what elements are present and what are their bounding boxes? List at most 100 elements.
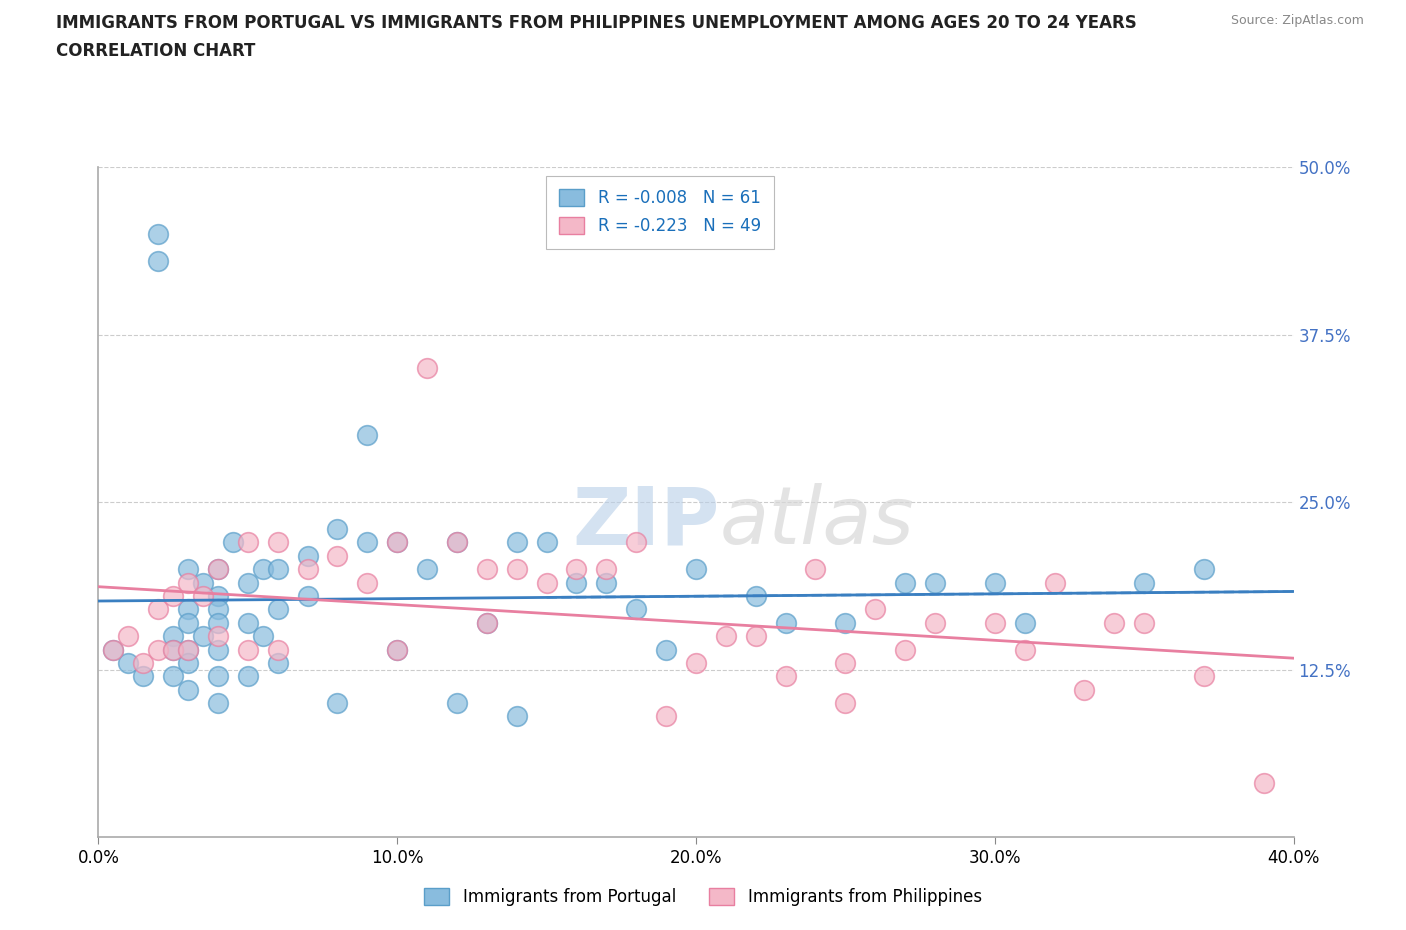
Point	[446, 535, 468, 550]
Point	[267, 642, 290, 657]
Point	[191, 629, 214, 644]
Point	[207, 642, 229, 657]
Point	[416, 562, 439, 577]
Point	[565, 562, 588, 577]
Point	[894, 642, 917, 657]
Point	[162, 642, 184, 657]
Point	[207, 562, 229, 577]
Point	[267, 602, 290, 617]
Point	[103, 642, 125, 657]
Point	[506, 562, 529, 577]
Point	[117, 629, 139, 644]
Point	[1133, 575, 1156, 590]
Point	[326, 549, 349, 564]
Point	[162, 669, 184, 684]
Point	[177, 616, 200, 631]
Point	[446, 535, 468, 550]
Point	[475, 616, 498, 631]
Point	[117, 656, 139, 671]
Point	[1192, 562, 1215, 577]
Point	[148, 602, 170, 617]
Point	[297, 549, 319, 564]
Point	[252, 562, 274, 577]
Point	[236, 575, 259, 590]
Point	[132, 656, 155, 671]
Point	[1104, 616, 1126, 631]
Point	[236, 535, 259, 550]
Point	[356, 535, 378, 550]
Point	[222, 535, 245, 550]
Point	[626, 535, 648, 550]
Point	[685, 562, 707, 577]
Point	[132, 669, 155, 684]
Point	[207, 602, 229, 617]
Point	[236, 669, 259, 684]
Point	[148, 642, 170, 657]
Point	[356, 575, 378, 590]
Point	[207, 562, 229, 577]
Point	[207, 629, 229, 644]
Point	[655, 709, 678, 724]
Point	[595, 575, 617, 590]
Legend: Immigrants from Portugal, Immigrants from Philippines: Immigrants from Portugal, Immigrants fro…	[418, 881, 988, 912]
Point	[804, 562, 827, 577]
Point	[1192, 669, 1215, 684]
Point	[565, 575, 588, 590]
Point	[326, 696, 349, 711]
Point	[148, 254, 170, 269]
Point	[446, 696, 468, 711]
Point	[385, 642, 409, 657]
Point	[475, 616, 498, 631]
Point	[745, 629, 768, 644]
Point	[162, 629, 184, 644]
Point	[834, 616, 856, 631]
Point	[655, 642, 678, 657]
Point	[177, 642, 200, 657]
Point	[626, 602, 648, 617]
Point	[924, 575, 946, 590]
Point	[148, 227, 170, 242]
Text: ZIP: ZIP	[572, 484, 720, 562]
Point	[865, 602, 887, 617]
Point	[536, 535, 558, 550]
Text: IMMIGRANTS FROM PORTUGAL VS IMMIGRANTS FROM PHILIPPINES UNEMPLOYMENT AMONG AGES : IMMIGRANTS FROM PORTUGAL VS IMMIGRANTS F…	[56, 14, 1137, 32]
Point	[536, 575, 558, 590]
Point	[775, 669, 797, 684]
Text: CORRELATION CHART: CORRELATION CHART	[56, 42, 256, 60]
Point	[103, 642, 125, 657]
Point	[297, 589, 319, 604]
Point	[162, 589, 184, 604]
Point	[714, 629, 737, 644]
Point	[1014, 616, 1036, 631]
Point	[475, 562, 498, 577]
Point	[356, 428, 378, 443]
Point	[252, 629, 274, 644]
Point	[177, 656, 200, 671]
Point	[191, 575, 214, 590]
Point	[177, 562, 200, 577]
Point	[1253, 776, 1275, 790]
Point	[236, 616, 259, 631]
Point	[267, 656, 290, 671]
Legend: R = -0.008   N = 61, R = -0.223   N = 49: R = -0.008 N = 61, R = -0.223 N = 49	[546, 176, 775, 248]
Point	[506, 535, 529, 550]
Point	[297, 562, 319, 577]
Point	[1073, 683, 1095, 698]
Point	[207, 696, 229, 711]
Point	[236, 642, 259, 657]
Point	[1014, 642, 1036, 657]
Point	[177, 642, 200, 657]
Point	[207, 589, 229, 604]
Point	[162, 642, 184, 657]
Point	[177, 683, 200, 698]
Point	[984, 616, 1007, 631]
Point	[385, 535, 409, 550]
Point	[685, 656, 707, 671]
Point	[745, 589, 768, 604]
Point	[207, 616, 229, 631]
Text: atlas: atlas	[720, 484, 915, 562]
Point	[984, 575, 1007, 590]
Point	[834, 696, 856, 711]
Point	[924, 616, 946, 631]
Point	[894, 575, 917, 590]
